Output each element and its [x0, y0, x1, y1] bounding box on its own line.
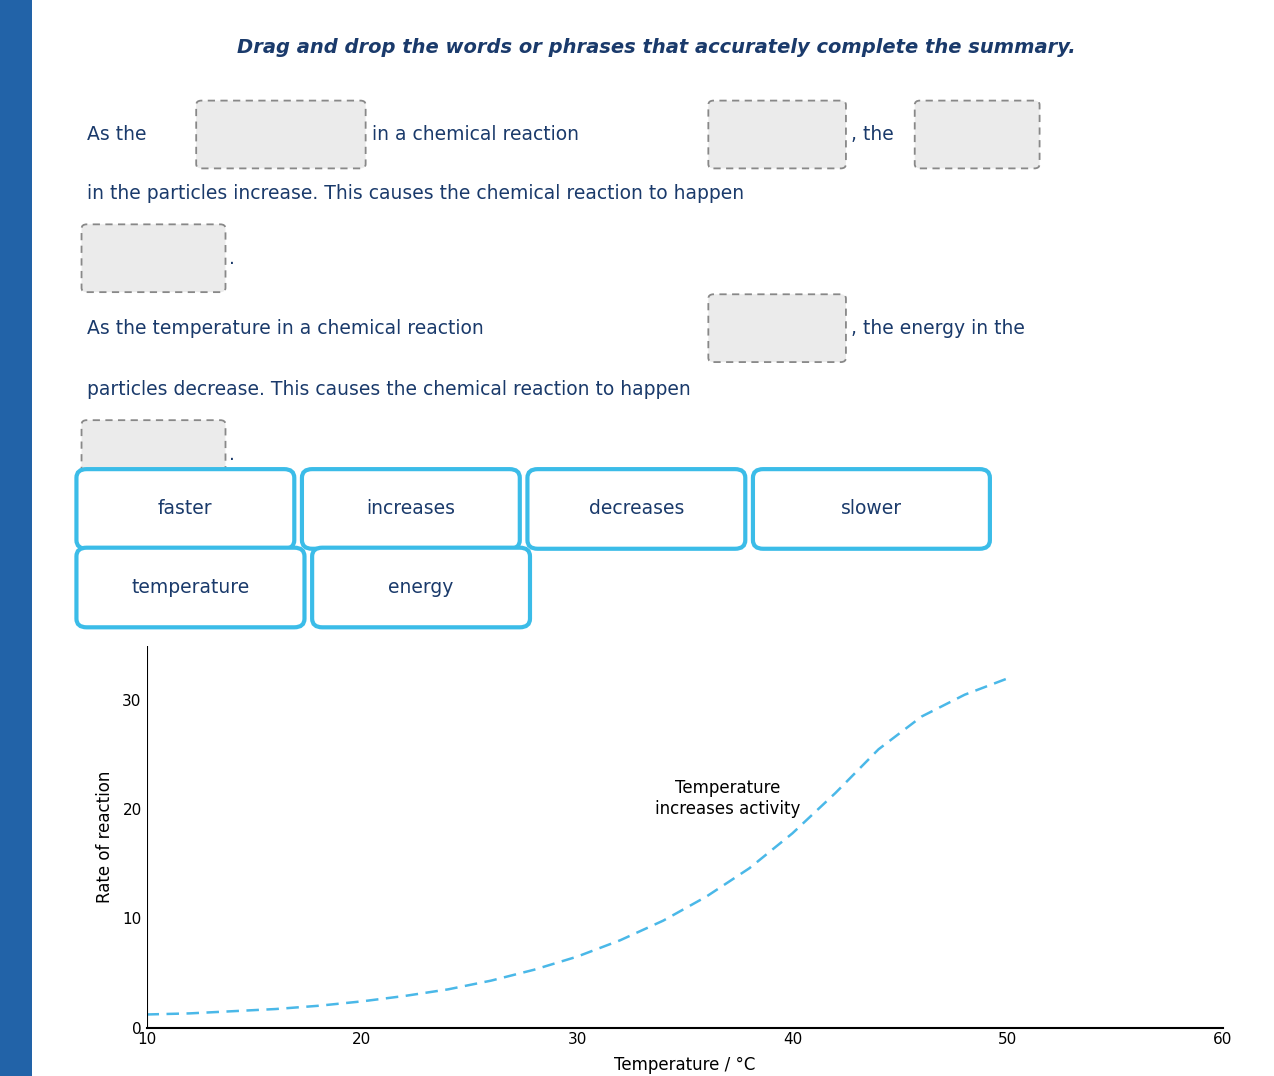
- Text: in a chemical reaction: in a chemical reaction: [372, 125, 578, 144]
- Text: , the: , the: [851, 125, 894, 144]
- Text: decreases: decreases: [589, 499, 684, 519]
- Text: , the energy in the: , the energy in the: [851, 318, 1024, 338]
- Text: increases: increases: [367, 499, 455, 519]
- Text: faster: faster: [158, 499, 213, 519]
- Text: temperature: temperature: [131, 578, 250, 597]
- Text: energy: energy: [389, 578, 454, 597]
- Text: in the particles increase. This causes the chemical reaction to happen: in the particles increase. This causes t…: [87, 184, 744, 203]
- Text: particles decrease. This causes the chemical reaction to happen: particles decrease. This causes the chem…: [87, 380, 691, 399]
- Text: Temperature
increases activity: Temperature increases activity: [655, 779, 800, 818]
- Text: slower: slower: [841, 499, 902, 519]
- Text: .: .: [229, 444, 236, 464]
- Text: As the: As the: [87, 125, 147, 144]
- Text: As the temperature in a chemical reaction: As the temperature in a chemical reactio…: [87, 318, 483, 338]
- Y-axis label: Rate of reaction: Rate of reaction: [96, 770, 113, 903]
- Text: Drag and drop the words or phrases that accurately complete the summary.: Drag and drop the words or phrases that …: [237, 38, 1075, 57]
- X-axis label: Temperature / °C: Temperature / °C: [614, 1056, 755, 1074]
- Text: .: .: [229, 249, 236, 268]
